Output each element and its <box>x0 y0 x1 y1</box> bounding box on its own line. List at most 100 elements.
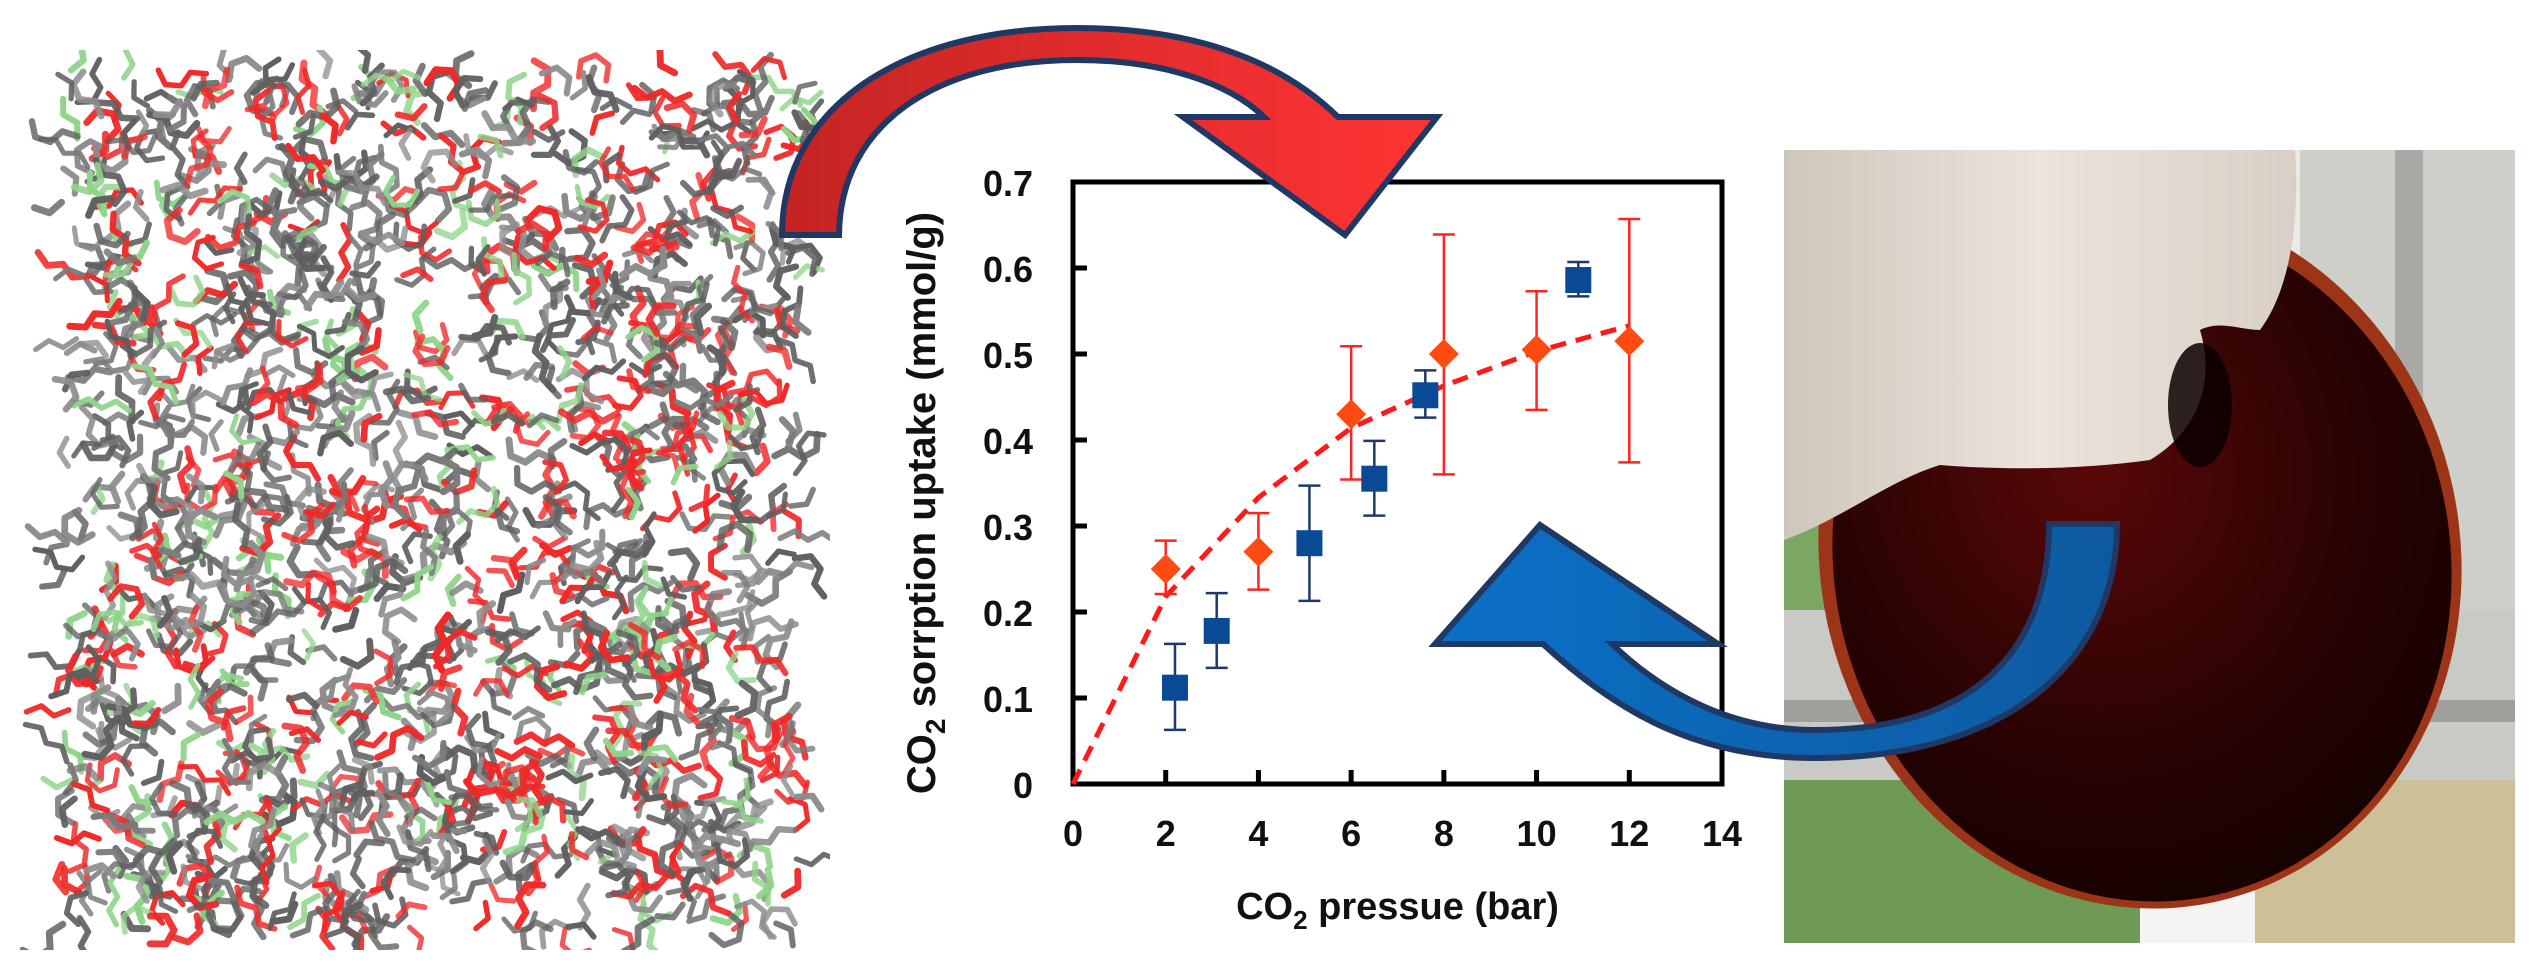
molecule-fragment <box>292 113 317 140</box>
molecule-fragment <box>657 839 682 878</box>
molecule-fragment <box>716 740 753 775</box>
diamond-data-point <box>1521 289 1552 412</box>
molecule-fragment <box>93 331 119 367</box>
molecule-fragment <box>792 80 818 105</box>
molecule-fragment <box>626 786 645 819</box>
molecule-fragment <box>557 618 578 649</box>
molecule-fragment <box>187 604 204 653</box>
molecule-fragment <box>448 792 480 811</box>
molecule-fragment <box>326 762 343 795</box>
molecule-fragment <box>382 174 421 208</box>
molecule-fragment <box>216 188 253 217</box>
molecule-fragment <box>499 859 539 881</box>
molecule-fragment <box>444 573 462 608</box>
molecule-fragment <box>201 488 216 550</box>
molecule-fragment <box>771 430 821 461</box>
molecule-fragment <box>560 562 606 586</box>
molecule-fragment <box>372 225 409 253</box>
molecule-fragment <box>620 916 656 950</box>
molecule-fragment <box>751 51 774 113</box>
molecule-fragment <box>126 221 152 247</box>
molecule-fragment <box>542 459 570 495</box>
molecule-fragment <box>598 146 636 193</box>
molecule-fragment <box>165 840 184 875</box>
molecule-fragment <box>236 381 259 434</box>
molecule-fragment <box>618 469 647 520</box>
molecule-fragment <box>611 927 636 950</box>
molecule-fragment <box>557 480 601 522</box>
molecule-fragment <box>336 709 369 726</box>
molecule-fragment <box>375 789 391 838</box>
diamond-marker <box>1243 536 1274 567</box>
molecule-fragment <box>451 337 489 358</box>
molecule-fragment <box>403 495 451 515</box>
molecule-fragment <box>566 753 587 802</box>
molecule-fragment <box>353 838 386 859</box>
molecule-fragment <box>154 593 190 632</box>
molecule-fragment <box>229 413 261 446</box>
molecule-fragment <box>376 766 433 798</box>
molecule-fragment <box>737 382 790 407</box>
molecule-fragment <box>550 278 571 311</box>
molecule-fragment <box>628 533 650 580</box>
molecule-fragment <box>680 867 697 902</box>
molecule-fragment <box>512 705 546 721</box>
molecule-fragment <box>710 204 744 220</box>
molecule-fragment <box>738 598 761 642</box>
molecule-fragment <box>378 571 423 618</box>
molecule-fragment <box>286 420 309 449</box>
molecule-fragment <box>187 185 243 216</box>
molecule-fragment <box>605 833 640 849</box>
molecule-fragment <box>332 467 354 513</box>
molecule-fragment <box>151 427 176 482</box>
molecule-fragment <box>780 867 802 899</box>
molecule-fragment <box>345 888 379 939</box>
molecule-fragment <box>637 585 674 618</box>
molecule-fragment <box>391 467 422 521</box>
molecule-fragment <box>190 128 209 159</box>
molecule-fragment <box>260 494 294 527</box>
molecule-fragment <box>313 557 358 597</box>
molecule-fragment <box>281 722 310 774</box>
molecule-fragment <box>393 643 442 686</box>
molecule-fragment <box>158 383 196 408</box>
molecule-fragment <box>30 198 66 217</box>
molecule-fragment <box>80 639 114 691</box>
molecule-fragment <box>205 219 257 251</box>
molecule-fragment <box>720 798 764 824</box>
molecule-fragment <box>686 893 727 925</box>
molecule-fragment <box>353 412 377 467</box>
molecule-fragment <box>53 266 86 282</box>
molecule-fragment <box>435 827 468 875</box>
molecule-fragment <box>296 323 345 359</box>
molecule-fragment <box>787 796 811 833</box>
diamond-marker <box>1150 554 1181 584</box>
molecule-fragment <box>720 569 751 604</box>
molecule-fragment <box>740 240 757 273</box>
molecule-fragment <box>396 409 439 441</box>
molecule-fragment <box>264 642 292 667</box>
molecule-fragment <box>395 901 428 920</box>
molecule-fragment <box>373 648 394 686</box>
molecule-fragment <box>185 853 246 868</box>
molecule-fragment <box>319 676 356 715</box>
molecule-fragment <box>568 830 590 861</box>
molecule-fragment <box>581 358 627 382</box>
molecule-fragment <box>90 477 120 510</box>
molecule-fragment <box>306 392 356 409</box>
square-data-point <box>1296 484 1323 603</box>
molecule-fragment <box>653 336 687 353</box>
y-tick-label: 0.4 <box>983 421 1033 462</box>
molecule-fragment <box>94 99 141 122</box>
square-marker <box>1412 382 1439 409</box>
molecule-fragment <box>329 699 357 735</box>
molecule-fragment <box>208 419 224 452</box>
molecule-fragment <box>335 169 388 207</box>
molecule-fragment <box>245 761 282 792</box>
molecule-fragment <box>301 628 316 661</box>
x-tick-label: 6 <box>1341 813 1361 854</box>
molecule-fragment <box>412 62 429 97</box>
molecule-fragment <box>747 615 799 642</box>
thumb-shadow <box>2168 343 2232 467</box>
molecule-fragment <box>614 201 647 235</box>
